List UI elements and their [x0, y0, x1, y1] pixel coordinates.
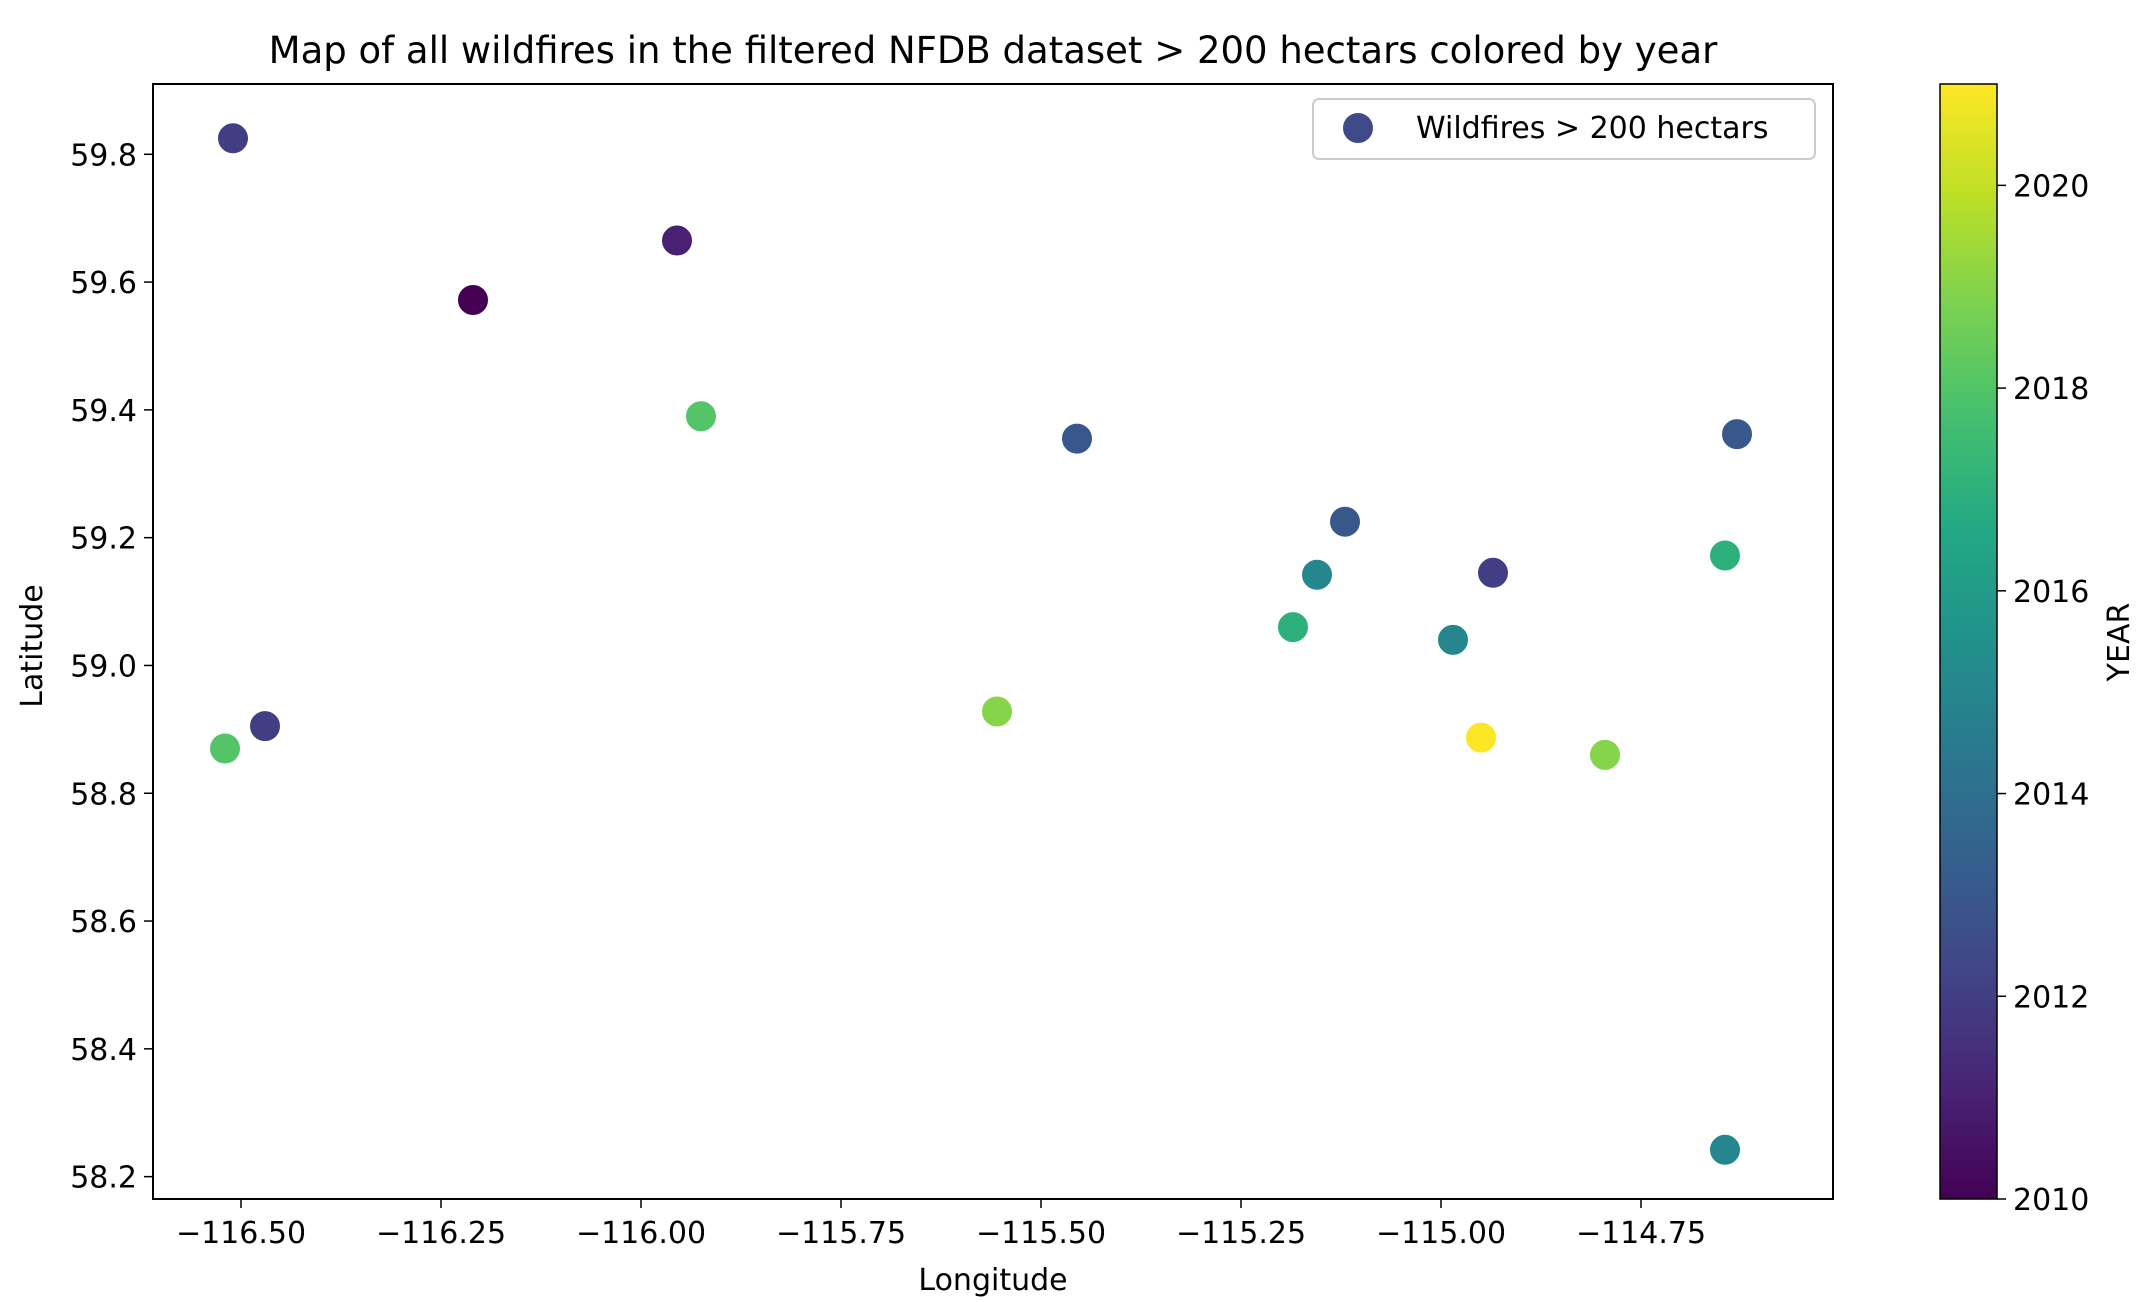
legend-frame [1312, 98, 1816, 160]
y-tick-label: 58.4 [70, 1033, 137, 1068]
wildfire-point [1720, 417, 1754, 452]
wildfire-point [1300, 557, 1334, 592]
data-points [208, 121, 1754, 1167]
wildfire-point [248, 709, 282, 744]
x-tick-label: −115.00 [1376, 1216, 1506, 1251]
y-tick-label: 59.6 [70, 266, 137, 301]
colorbar-gradient [1939, 83, 1998, 1200]
colorbar-tick-label: 2020 [2013, 169, 2089, 204]
wildfire-point [456, 282, 490, 317]
y-axis-title: Latitude [15, 584, 50, 707]
x-tick-label: −115.25 [1176, 1216, 1306, 1251]
y-tick-label: 58.2 [70, 1161, 137, 1196]
x-axis: −116.50 −116.25 −116.00 −115.75 −115.50 −115.… [176, 1199, 1706, 1251]
legend: Wildfires > 200 hectars [1312, 98, 1816, 160]
y-axis: 58.2 58.4 58.6 58.8 59.0 59.2 59.4 59.6 59.8 [70, 138, 153, 1196]
x-tick-label: −114.75 [1576, 1216, 1706, 1251]
y-tick-label: 59.0 [70, 649, 137, 684]
colorbar-ticks: 2010 2012 2014 2016 2018 2020 [1997, 169, 2089, 1218]
wildfire-point [980, 694, 1014, 729]
wildfire-point [1060, 421, 1094, 456]
wildfire-point [216, 121, 250, 156]
colorbar-tick-label: 2014 [2013, 778, 2089, 813]
x-tick-label: −116.25 [376, 1216, 506, 1251]
y-tick-label: 59.4 [70, 394, 137, 429]
x-tick-label: −116.50 [176, 1216, 306, 1251]
wildfire-point [1708, 1132, 1742, 1167]
colorbar-title: YEAR [2102, 603, 2137, 683]
chart-title: Map of all wildfires in the filtered NFD… [269, 29, 1718, 72]
wildfire-point [1328, 504, 1362, 539]
y-tick-label: 59.2 [70, 522, 137, 557]
plot-frame [152, 83, 1834, 1200]
x-tick-label: −115.50 [976, 1216, 1106, 1251]
y-tick-label: 59.8 [70, 138, 137, 173]
wildfire-point [1436, 622, 1470, 657]
x-tick-label: −116.00 [576, 1216, 706, 1251]
legend-label: Wildfires > 200 hectars [1416, 111, 1768, 146]
legend-marker [1341, 111, 1375, 145]
wildfire-point [1588, 737, 1622, 772]
colorbar: 2010 2012 2014 2016 2018 2020 YEAR [1939, 83, 2137, 1218]
wildfire-point [660, 223, 694, 258]
y-tick-label: 58.8 [70, 777, 137, 812]
colorbar-tick-label: 2018 [2013, 372, 2089, 407]
y-tick-label: 58.6 [70, 905, 137, 940]
colorbar-tick-label: 2010 [2013, 1183, 2089, 1218]
colorbar-tick-label: 2012 [2013, 980, 2089, 1015]
wildfire-point [684, 399, 718, 434]
wildfire-point [1476, 555, 1510, 590]
wildfire-point [208, 731, 242, 766]
wildfire-point [1708, 538, 1742, 573]
wildfire-point [1464, 720, 1498, 755]
wildfire-point [1276, 610, 1310, 645]
x-tick-label: −115.75 [776, 1216, 906, 1251]
x-axis-title: Longitude [918, 1263, 1067, 1298]
colorbar-tick-label: 2016 [2013, 575, 2089, 610]
